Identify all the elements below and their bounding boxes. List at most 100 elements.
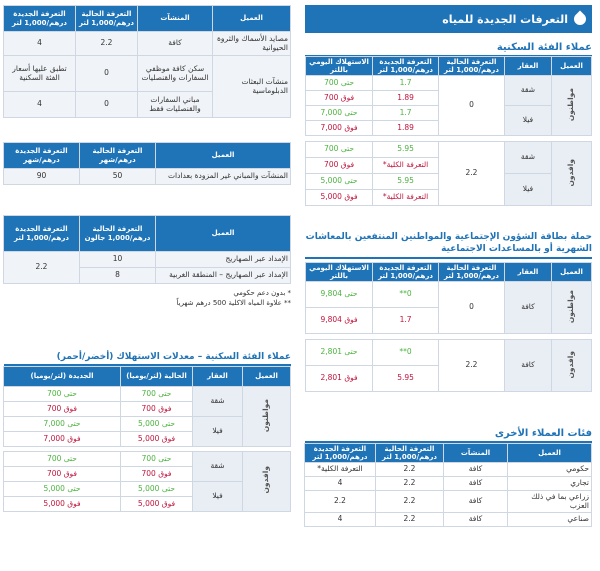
facility-cell: مباني السفارات والقنصليات فقط bbox=[137, 91, 213, 118]
current-rate: 2.2 bbox=[438, 141, 505, 207]
facility-cell: كافة bbox=[443, 462, 508, 478]
apartment-label: شقة bbox=[192, 386, 243, 417]
citizens-label: مواطنون bbox=[566, 87, 576, 121]
bulk-table: العميل التعرفة الحالية درهم/شهر التعرفة … bbox=[3, 142, 291, 185]
col-current: التعرفة الحالية درهم/1,000 لتر bbox=[75, 5, 138, 32]
page-title: التعرفات الجديدة للمياه bbox=[442, 12, 568, 26]
facility-cell: كافة bbox=[137, 31, 213, 56]
col-new: التعرفة الجديدة درهم/1,000 لتر bbox=[304, 442, 376, 464]
col-new: الجديدة (لتر/يوميا) bbox=[3, 366, 121, 387]
current-cell: 2.2 bbox=[375, 490, 444, 514]
new-cell: فوق 5,000 bbox=[3, 496, 121, 512]
note-1: * بدون دعم حكومي bbox=[233, 289, 291, 297]
new-cell: 4 bbox=[3, 91, 76, 118]
new-cell: فوق 7,000 bbox=[3, 431, 121, 447]
apartment-label: شقة bbox=[503, 75, 552, 107]
new-cell: 4 bbox=[304, 476, 376, 492]
current-cell: فوق 5,000 bbox=[120, 496, 193, 512]
col-customer: العميل bbox=[550, 55, 593, 77]
residential-title: عملاء الفئة السكنية bbox=[305, 42, 592, 57]
customer-cell: الإمداد عبر الصهاريج bbox=[155, 251, 291, 268]
consumption: فوق 9,804 bbox=[304, 307, 374, 335]
expats-label: وافدون bbox=[261, 466, 271, 494]
col-consumption: الاستهلاك اليومي باللتر bbox=[304, 261, 374, 283]
current-cell: فوق 700 bbox=[120, 466, 193, 482]
new-rate: 1.7 bbox=[372, 307, 439, 335]
col-current: التعرفة الحالية درهم/1,000 جالون bbox=[79, 215, 156, 252]
col-current: التعرفة الحالية درهم/1,000 لتر bbox=[375, 442, 444, 464]
citizens-label: مواطنون bbox=[566, 289, 576, 323]
current-cell: 10 bbox=[79, 251, 156, 268]
all-label: كافة bbox=[503, 339, 552, 393]
current-cell: فوق 700 bbox=[120, 401, 193, 417]
new-rate: 5.95 bbox=[372, 173, 439, 191]
col-consumption: الاستهلاك اليومي باللتر bbox=[304, 55, 374, 77]
current-cell: حتى 700 bbox=[120, 451, 193, 467]
customer-cell: منشآت البعثات الدبلوماسية bbox=[212, 55, 291, 118]
tanker-table: العميل التعرفة الحالية درهم/1,000 جالون … bbox=[3, 215, 291, 284]
villa-label: فيلا bbox=[192, 481, 243, 512]
current-cell: 2.2 bbox=[375, 476, 444, 492]
consumption: فوق 7,000 bbox=[304, 120, 374, 137]
customer-cell: تجاري bbox=[507, 476, 592, 492]
villa-label: فيلا bbox=[503, 173, 552, 207]
col-new: التعرفة الجديدة درهم/1,000 لتر bbox=[3, 215, 80, 252]
col-customer: العميل bbox=[155, 215, 291, 252]
col-new: التعرفة الجديدة درهم/شهر bbox=[3, 142, 80, 169]
col-customer: العميل bbox=[550, 261, 593, 283]
new-rate: 5.95 bbox=[372, 365, 439, 393]
col-current: الحالية (لتر/يوميا) bbox=[120, 366, 193, 387]
customer-cell: مصايد الأسماك والثروة الحيوانية bbox=[212, 31, 291, 56]
current-cell: 2.2 bbox=[75, 31, 138, 56]
customer-cell: صناعي bbox=[507, 512, 592, 528]
facility-cell: كافة bbox=[443, 490, 508, 514]
current-cell: 0 bbox=[75, 91, 138, 118]
social-table: العميل العقار التعرفة الحالية درهم/1,000… bbox=[304, 261, 593, 393]
current-rate: 0 bbox=[438, 281, 505, 335]
consumption: حتى 7,000 bbox=[304, 105, 374, 122]
villa-label: فيلا bbox=[192, 416, 243, 447]
col-current: التعرفة الحالية درهم/1,000 لتر bbox=[438, 261, 505, 283]
consumption: حتى 700 bbox=[304, 75, 374, 92]
col-customer: العميل bbox=[212, 5, 291, 32]
apartment-label: شقة bbox=[192, 451, 243, 482]
new-cell: فوق 700 bbox=[3, 466, 121, 482]
note-2: ** علاوة المياه الاكلية 500 درهم شهرياً bbox=[176, 298, 291, 307]
consumption: حتى 2,801 bbox=[304, 339, 374, 367]
current-rate: 2.2 bbox=[438, 339, 505, 393]
col-current: التعرفة الحالية درهم/1,000 لتر bbox=[438, 55, 505, 77]
rates-table: العميل العقار الحالية (لتر/يوميا) الجديد… bbox=[3, 366, 291, 512]
new-rate: 1.89 bbox=[372, 120, 439, 137]
notes: * بدون دعم حكومي ** علاوة المياه الاكلية… bbox=[4, 289, 291, 309]
current-cell: حتى 700 bbox=[120, 386, 193, 402]
current-cell: فوق 5,000 bbox=[120, 431, 193, 447]
consumption: حتى 5,000 bbox=[304, 173, 374, 191]
new-cell: حتى 700 bbox=[3, 451, 121, 467]
new-rate: 0** bbox=[372, 281, 439, 309]
new-rate: 5.95 bbox=[372, 141, 439, 159]
new-rate: 1.7 bbox=[372, 75, 439, 92]
new-cell: حتى 700 bbox=[3, 386, 121, 402]
col-customer: العميل bbox=[155, 142, 291, 169]
col-customer: العميل bbox=[242, 366, 291, 387]
facility-cell: سكن كافة موظفي السفارات والقنصليات bbox=[137, 55, 213, 92]
social-title: حملة بطاقة الشؤون الإجتماعية والمواطنين … bbox=[305, 232, 592, 260]
current-cell: حتى 5,000 bbox=[120, 481, 193, 497]
all-label: كافة bbox=[503, 281, 552, 335]
consumption: فوق 2,801 bbox=[304, 365, 374, 393]
new-cell: 4 bbox=[304, 512, 376, 528]
col-customer: العميل bbox=[507, 442, 592, 464]
current-cell: حتى 5,000 bbox=[120, 416, 193, 432]
citizens-label: مواطنون bbox=[261, 398, 271, 432]
col-new: التعرفة الجديدة درهم/1,000 لتر bbox=[3, 5, 76, 32]
new-rate: 1.7 bbox=[372, 105, 439, 122]
new-cell: فوق 700 bbox=[3, 401, 121, 417]
consumption: حتى 9,804 bbox=[304, 281, 374, 309]
top-left-table: العميل المنشآت التعرفة الحالية درهم/1,00… bbox=[3, 5, 291, 118]
other-table: العميل المنشآت التعرفة الحالية درهم/1,00… bbox=[304, 442, 592, 528]
current-cell: 2.2 bbox=[375, 512, 444, 528]
new-cell: 2.2 bbox=[3, 251, 80, 284]
new-rate: التعرفة الكلية* bbox=[372, 189, 439, 207]
col-property: العقار bbox=[192, 366, 243, 387]
new-rate: 1.89 bbox=[372, 90, 439, 107]
